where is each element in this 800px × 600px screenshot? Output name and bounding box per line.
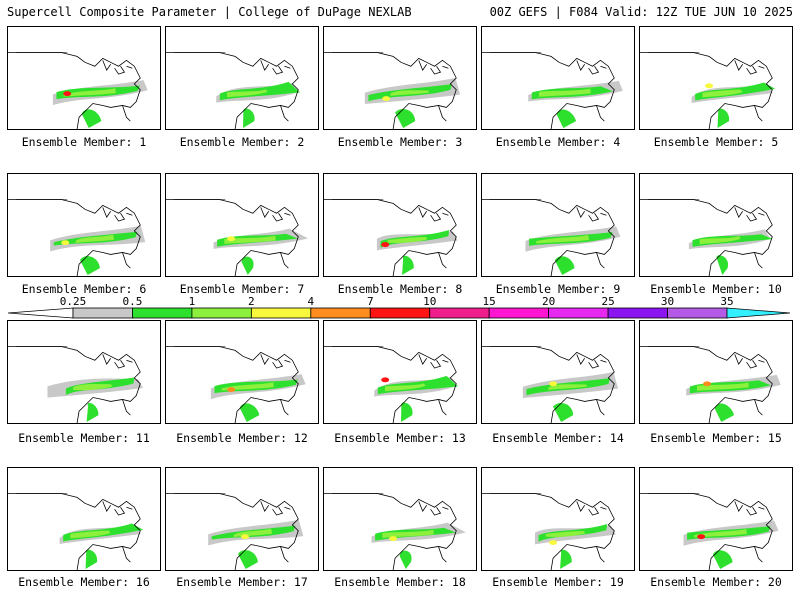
map-icon bbox=[324, 52, 461, 129]
colorbar-segment bbox=[607, 307, 668, 319]
member-label: Ensemble Member: 17 bbox=[176, 575, 308, 589]
member-label: Ensemble Member: 4 bbox=[495, 135, 621, 149]
member-label: Ensemble Member: 18 bbox=[334, 575, 466, 589]
ensemble-member-map bbox=[481, 320, 635, 424]
member-label: Ensemble Member: 19 bbox=[492, 575, 624, 589]
ensemble-member-map bbox=[165, 467, 319, 571]
ensemble-member-map bbox=[165, 173, 319, 277]
map-icon bbox=[482, 52, 623, 129]
ensemble-member-map bbox=[639, 26, 793, 130]
colorbar-segment bbox=[488, 307, 550, 319]
member-label: Ensemble Member: 6 bbox=[21, 282, 147, 296]
colorbar-tick-label: 30 bbox=[660, 295, 675, 308]
member-label: Ensemble Member: 5 bbox=[653, 135, 779, 149]
ensemble-member-map bbox=[639, 320, 793, 424]
colorbar-segment bbox=[132, 307, 193, 319]
colorbar-tick-label: 1 bbox=[188, 295, 196, 308]
colorbar-tick-label: 4 bbox=[307, 295, 315, 308]
member-label: Ensemble Member: 16 bbox=[18, 575, 150, 589]
member-label: Ensemble Member: 3 bbox=[337, 135, 463, 149]
colorbar-tick-label: 20 bbox=[542, 295, 556, 308]
color-scale-bar bbox=[7, 307, 791, 319]
ensemble-member-map bbox=[639, 173, 793, 277]
map-icon bbox=[482, 199, 621, 276]
map-icon bbox=[324, 199, 458, 276]
map-icon bbox=[8, 199, 146, 276]
ensemble-member-map bbox=[323, 173, 477, 277]
map-icon bbox=[482, 346, 619, 423]
colorbar-tick-label: 15 bbox=[482, 295, 496, 308]
map-icon bbox=[640, 346, 781, 423]
color-scale-legend: 0.25 0.5 1 2 4 7 10 15 20 25 30 35 bbox=[0, 296, 800, 322]
map-icon bbox=[166, 346, 306, 423]
ensemble-member-map bbox=[323, 320, 477, 424]
colorbar-tick-label: 25 bbox=[601, 295, 615, 308]
map-icon bbox=[324, 346, 459, 423]
member-label: Ensemble Member: 13 bbox=[334, 431, 466, 445]
member-label: Ensemble Member: 11 bbox=[18, 431, 150, 445]
map-icon bbox=[8, 493, 144, 570]
member-label: Ensemble Member: 14 bbox=[492, 431, 624, 445]
colorbar-segment bbox=[667, 307, 728, 319]
colorbar-tick-label: 35 bbox=[720, 295, 734, 308]
ensemble-member-map bbox=[7, 320, 161, 424]
member-label: Ensemble Member: 2 bbox=[179, 135, 305, 149]
colorbar-right-arrow bbox=[726, 307, 791, 319]
map-icon bbox=[8, 346, 143, 423]
ensemble-member-map bbox=[323, 26, 477, 130]
colorbar-tick-label: 0.25 bbox=[59, 295, 87, 308]
map-icon bbox=[166, 493, 304, 570]
colorbar-tick-label: 0.5 bbox=[122, 295, 143, 308]
colorbar-segment bbox=[310, 307, 371, 319]
map-icon bbox=[640, 493, 779, 570]
colorbar-segment bbox=[72, 307, 133, 319]
colorbar-segment bbox=[369, 307, 431, 319]
member-label: Ensemble Member: 15 bbox=[650, 431, 782, 445]
map-icon bbox=[324, 493, 466, 570]
map-icon bbox=[482, 493, 616, 570]
map-icon bbox=[640, 52, 776, 129]
member-label: Ensemble Member: 8 bbox=[337, 282, 463, 296]
map-icon bbox=[166, 52, 301, 129]
member-label: Ensemble Member: 9 bbox=[495, 282, 621, 296]
map-icon bbox=[166, 199, 308, 276]
colorbar-tick-label: 2 bbox=[248, 295, 255, 308]
ensemble-member-map bbox=[7, 26, 161, 130]
member-label: Ensemble Member: 7 bbox=[179, 282, 305, 296]
header-title: Supercell Composite Parameter | College … bbox=[7, 5, 412, 19]
ensemble-member-map bbox=[7, 173, 161, 277]
header-valid-time: 00Z GEFS | F084 Valid: 12Z TUE JUN 10 20… bbox=[489, 5, 793, 19]
map-icon bbox=[8, 52, 148, 129]
ensemble-member-map bbox=[481, 173, 635, 277]
ensemble-member-map bbox=[481, 26, 635, 130]
ensemble-member-map bbox=[323, 467, 477, 571]
colorbar-segment bbox=[250, 307, 312, 319]
member-label: Ensemble Member: 1 bbox=[21, 135, 147, 149]
ensemble-member-map bbox=[639, 467, 793, 571]
colorbar-segment bbox=[191, 307, 252, 319]
colorbar-left-arrow bbox=[7, 307, 74, 319]
ensemble-member-map bbox=[481, 467, 635, 571]
member-label: Ensemble Member: 12 bbox=[176, 431, 308, 445]
ensemble-member-map bbox=[165, 26, 319, 130]
colorbar-tick-label: 10 bbox=[423, 295, 437, 308]
colorbar-segment bbox=[548, 307, 609, 319]
map-icon bbox=[640, 199, 773, 276]
ensemble-member-map bbox=[7, 467, 161, 571]
colorbar-segment bbox=[429, 307, 490, 319]
ensemble-member-map bbox=[165, 320, 319, 424]
colorbar-tick-label: 7 bbox=[366, 295, 374, 308]
member-label: Ensemble Member: 10 bbox=[650, 282, 782, 296]
member-label: Ensemble Member: 20 bbox=[650, 575, 782, 589]
